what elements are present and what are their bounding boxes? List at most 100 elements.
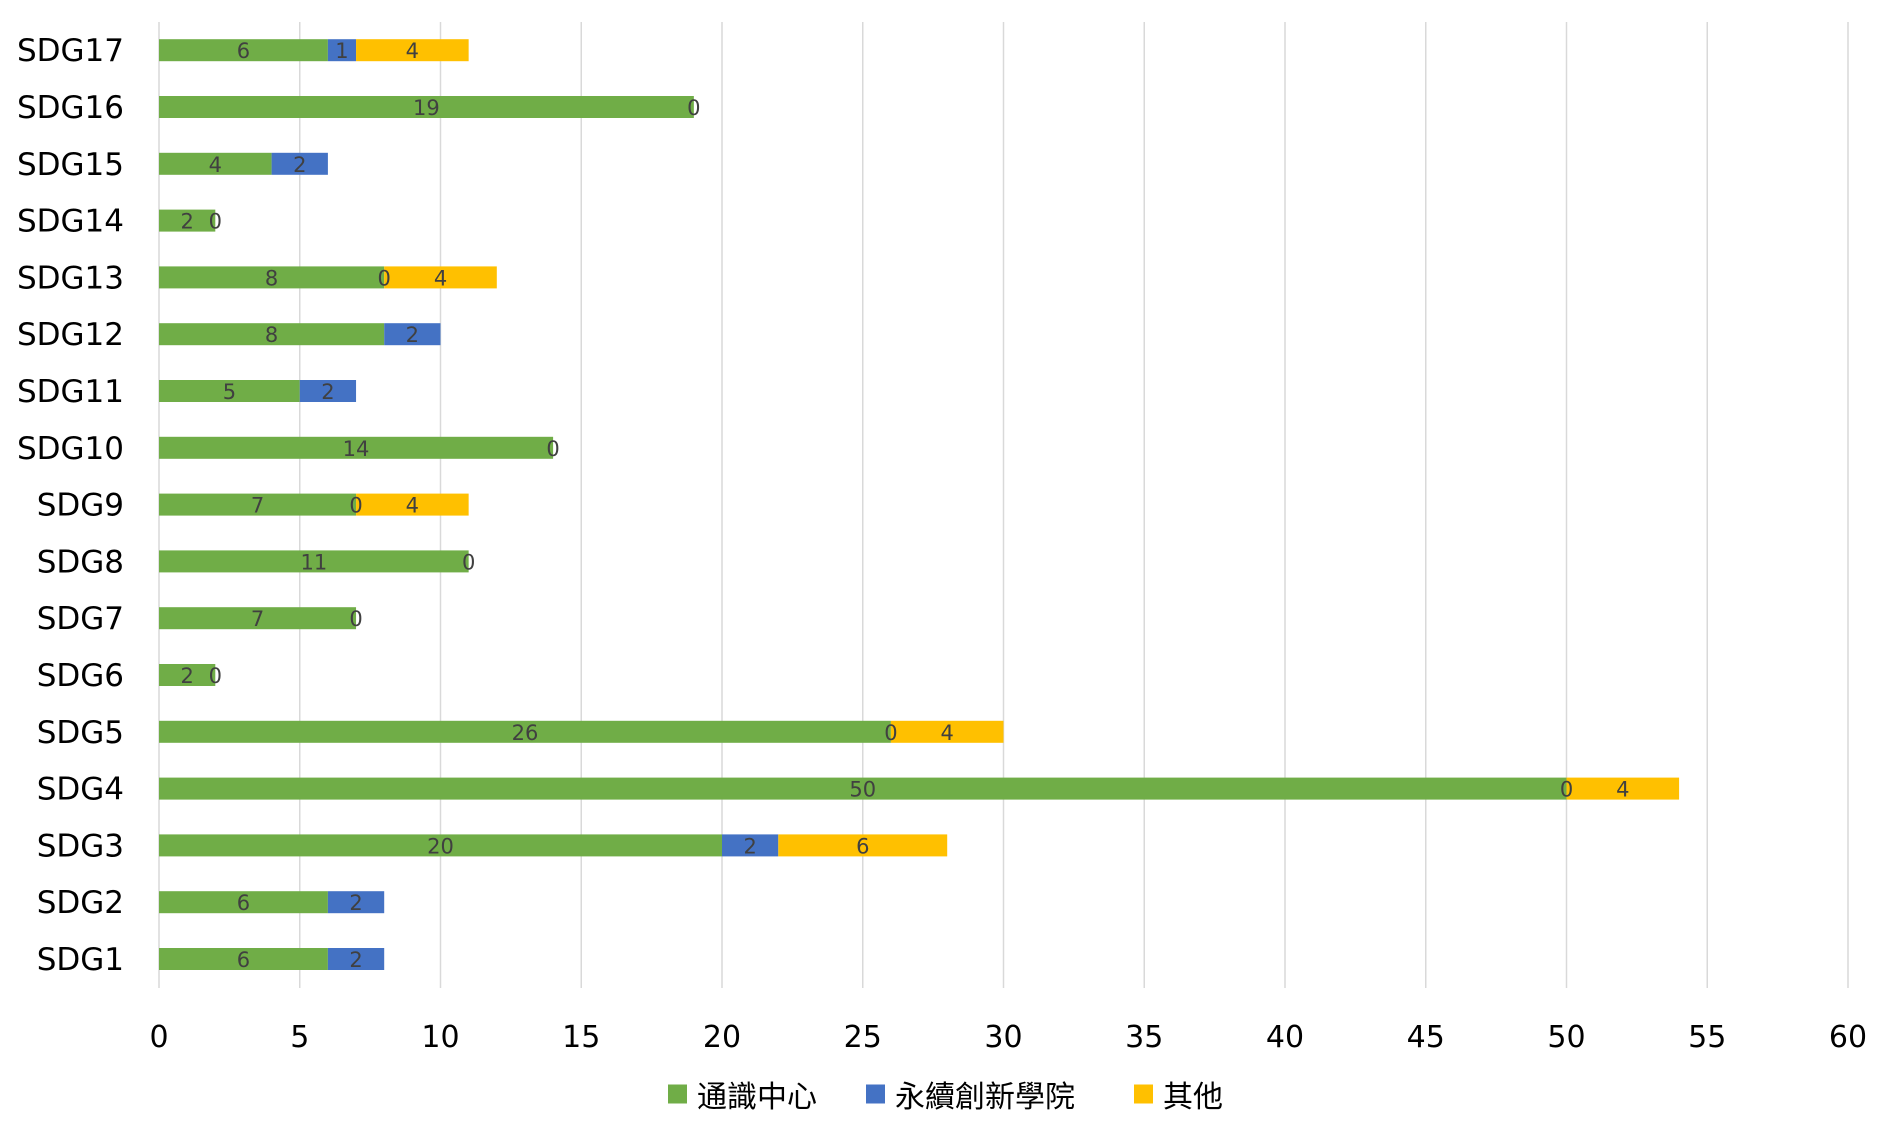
x-tick-label-50: 50 — [1547, 1020, 1585, 1055]
data-label-sdg6-series-2: 0 — [209, 664, 222, 688]
x-tick-label-10: 10 — [421, 1020, 459, 1055]
bar-sdg10-series-1 — [159, 436, 554, 459]
grid-lines — [158, 22, 1849, 988]
data-label-sdg5-series-2: 0 — [884, 721, 897, 745]
bars — [159, 39, 1680, 970]
legend-swatch-series-3 — [1134, 1084, 1153, 1104]
bar-sdg1-series-2 — [327, 948, 385, 970]
bar-sdg5-series-3 — [890, 720, 1004, 743]
x-tick-label-45: 45 — [1407, 1020, 1445, 1055]
bar-sdg15-series-2 — [271, 152, 328, 175]
data-label-sdg12-series-2: 2 — [406, 323, 419, 347]
data-label-sdg11-series-2: 2 — [321, 380, 334, 404]
category-label-sdg15: SDG15 — [17, 147, 124, 183]
bar-sdg13-series-1 — [159, 266, 385, 289]
data-label-sdg13-series-1: 8 — [265, 266, 278, 290]
bar-sdg4-series-1 — [159, 777, 1567, 800]
data-label-sdg5-series-3: 4 — [941, 721, 954, 745]
value-axis: 0 5 10 15 20 25 30 35 40 45 50 55 60 — [149, 1020, 1867, 1055]
data-label-sdg17-series-3: 4 — [406, 39, 419, 63]
data-label-sdg15-series-2: 2 — [293, 153, 306, 177]
category-label-sdg17: SDG17 — [17, 33, 124, 69]
data-label-sdg17-series-1: 6 — [237, 39, 250, 63]
bar-sdg5-series-1 — [159, 720, 891, 743]
legend-swatch-series-2 — [866, 1084, 885, 1104]
data-label-sdg10-series-2: 0 — [546, 437, 559, 461]
data-label-sdg9-series-3: 4 — [406, 494, 419, 518]
data-label-sdg17-series-2: 1 — [335, 39, 348, 63]
data-label-sdg16-series-2: 0 — [687, 96, 700, 120]
data-label-sdg12-series-1: 8 — [265, 323, 278, 347]
x-tick-label-20: 20 — [703, 1020, 741, 1055]
category-label-sdg4: SDG4 — [37, 772, 124, 808]
bar-sdg13-series-3 — [384, 266, 497, 289]
data-labels: 6 26 220 2 650 0 426 0 42 07 011 07 0 414 05 28 28 0 42 04 2… — [180, 39, 1629, 972]
legend-label-series-2: 永續創新學院 — [895, 1080, 1075, 1115]
data-label-sdg14-series-2: 0 — [209, 210, 222, 234]
category-label-sdg6: SDG6 — [37, 658, 124, 694]
data-label-sdg9-series-1: 7 — [251, 494, 264, 518]
data-label-sdg11-series-1: 5 — [223, 380, 236, 404]
data-label-sdg3-series-1: 20 — [427, 834, 454, 858]
category-label-sdg7: SDG7 — [37, 601, 124, 637]
category-label-sdg11: SDG11 — [17, 374, 124, 410]
category-label-sdg3: SDG3 — [37, 828, 124, 864]
bar-sdg15-series-1 — [159, 152, 272, 175]
data-label-sdg4-series-1: 50 — [849, 778, 876, 802]
category-label-sdg8: SDG8 — [37, 544, 124, 580]
bar-sdg3-series-2 — [722, 834, 779, 857]
data-label-sdg7-series-2: 0 — [349, 607, 362, 631]
bar-sdg6-series-1 — [159, 664, 216, 686]
x-tick-label-40: 40 — [1266, 1020, 1304, 1055]
category-label-sdg12: SDG12 — [17, 317, 124, 353]
legend-swatch-series-1 — [668, 1084, 687, 1104]
legend-label-series-3: 其他 — [1163, 1080, 1223, 1115]
x-tick-label-5: 5 — [290, 1020, 309, 1055]
bar-sdg17-series-2 — [327, 39, 357, 62]
category-label-sdg14: SDG14 — [17, 204, 124, 240]
bar-sdg11-series-2 — [299, 380, 357, 402]
data-label-sdg13-series-3: 4 — [434, 266, 447, 290]
data-label-sdg3-series-2: 2 — [743, 834, 756, 858]
category-label-sdg2: SDG2 — [37, 885, 124, 921]
category-label-sdg10: SDG10 — [17, 431, 124, 467]
bar-sdg12-series-1 — [159, 323, 385, 346]
data-label-sdg1-series-1: 6 — [237, 948, 250, 972]
data-label-sdg2-series-1: 6 — [237, 891, 250, 915]
data-label-sdg15-series-1: 4 — [209, 153, 222, 177]
data-label-sdg14-series-1: 2 — [180, 210, 193, 234]
bar-sdg1-series-1 — [159, 948, 328, 970]
legend-label-series-1: 通識中心 — [697, 1080, 817, 1115]
bar-sdg2-series-2 — [327, 891, 385, 914]
data-label-sdg8-series-2: 0 — [462, 550, 475, 574]
bar-sdg9-series-1 — [159, 493, 357, 516]
category-axis: SDG1 SDG2 SDG3 SDG4 SDG5 SDG6 SDG7 SDG8 SDG9 SDG1… — [17, 33, 124, 978]
data-label-sdg8-series-1: 11 — [300, 550, 327, 574]
data-label-sdg3-series-3: 6 — [856, 834, 869, 858]
category-label-sdg5: SDG5 — [37, 715, 124, 751]
x-tick-label-60: 60 — [1829, 1020, 1867, 1055]
x-tick-label-35: 35 — [1125, 1020, 1163, 1055]
x-tick-label-0: 0 — [149, 1020, 168, 1055]
bar-sdg3-series-1 — [159, 834, 722, 857]
data-label-sdg5-series-1: 26 — [512, 721, 539, 745]
category-label-sdg1: SDG1 — [37, 942, 124, 978]
x-tick-label-55: 55 — [1688, 1020, 1726, 1055]
x-tick-label-15: 15 — [562, 1020, 600, 1055]
data-label-sdg4-series-2: 0 — [1560, 778, 1573, 802]
data-label-sdg16-series-1: 19 — [413, 96, 440, 120]
bar-sdg8-series-1 — [159, 550, 469, 573]
bar-sdg16-series-1 — [159, 96, 694, 118]
bar-sdg9-series-3 — [356, 493, 469, 516]
data-label-sdg9-series-2: 0 — [349, 494, 362, 518]
bar-sdg17-series-1 — [159, 39, 328, 62]
data-label-sdg4-series-3: 4 — [1616, 778, 1629, 802]
data-label-sdg10-series-1: 14 — [343, 437, 370, 461]
bar-sdg14-series-1 — [159, 209, 216, 232]
data-label-sdg7-series-1: 7 — [251, 607, 264, 631]
bar-sdg17-series-3 — [356, 39, 469, 62]
bar-sdg7-series-1 — [159, 607, 357, 630]
bar-sdg12-series-2 — [384, 323, 441, 346]
bar-sdg2-series-1 — [159, 891, 328, 914]
